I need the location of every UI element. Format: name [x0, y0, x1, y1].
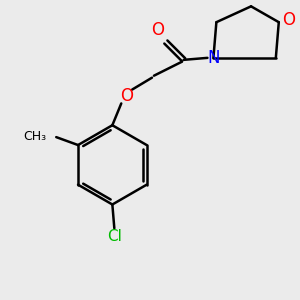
Text: O: O: [120, 86, 133, 104]
Text: O: O: [282, 11, 295, 29]
Text: Cl: Cl: [107, 229, 122, 244]
Text: CH₃: CH₃: [23, 130, 46, 142]
Text: N: N: [207, 49, 220, 67]
Text: O: O: [152, 21, 164, 39]
